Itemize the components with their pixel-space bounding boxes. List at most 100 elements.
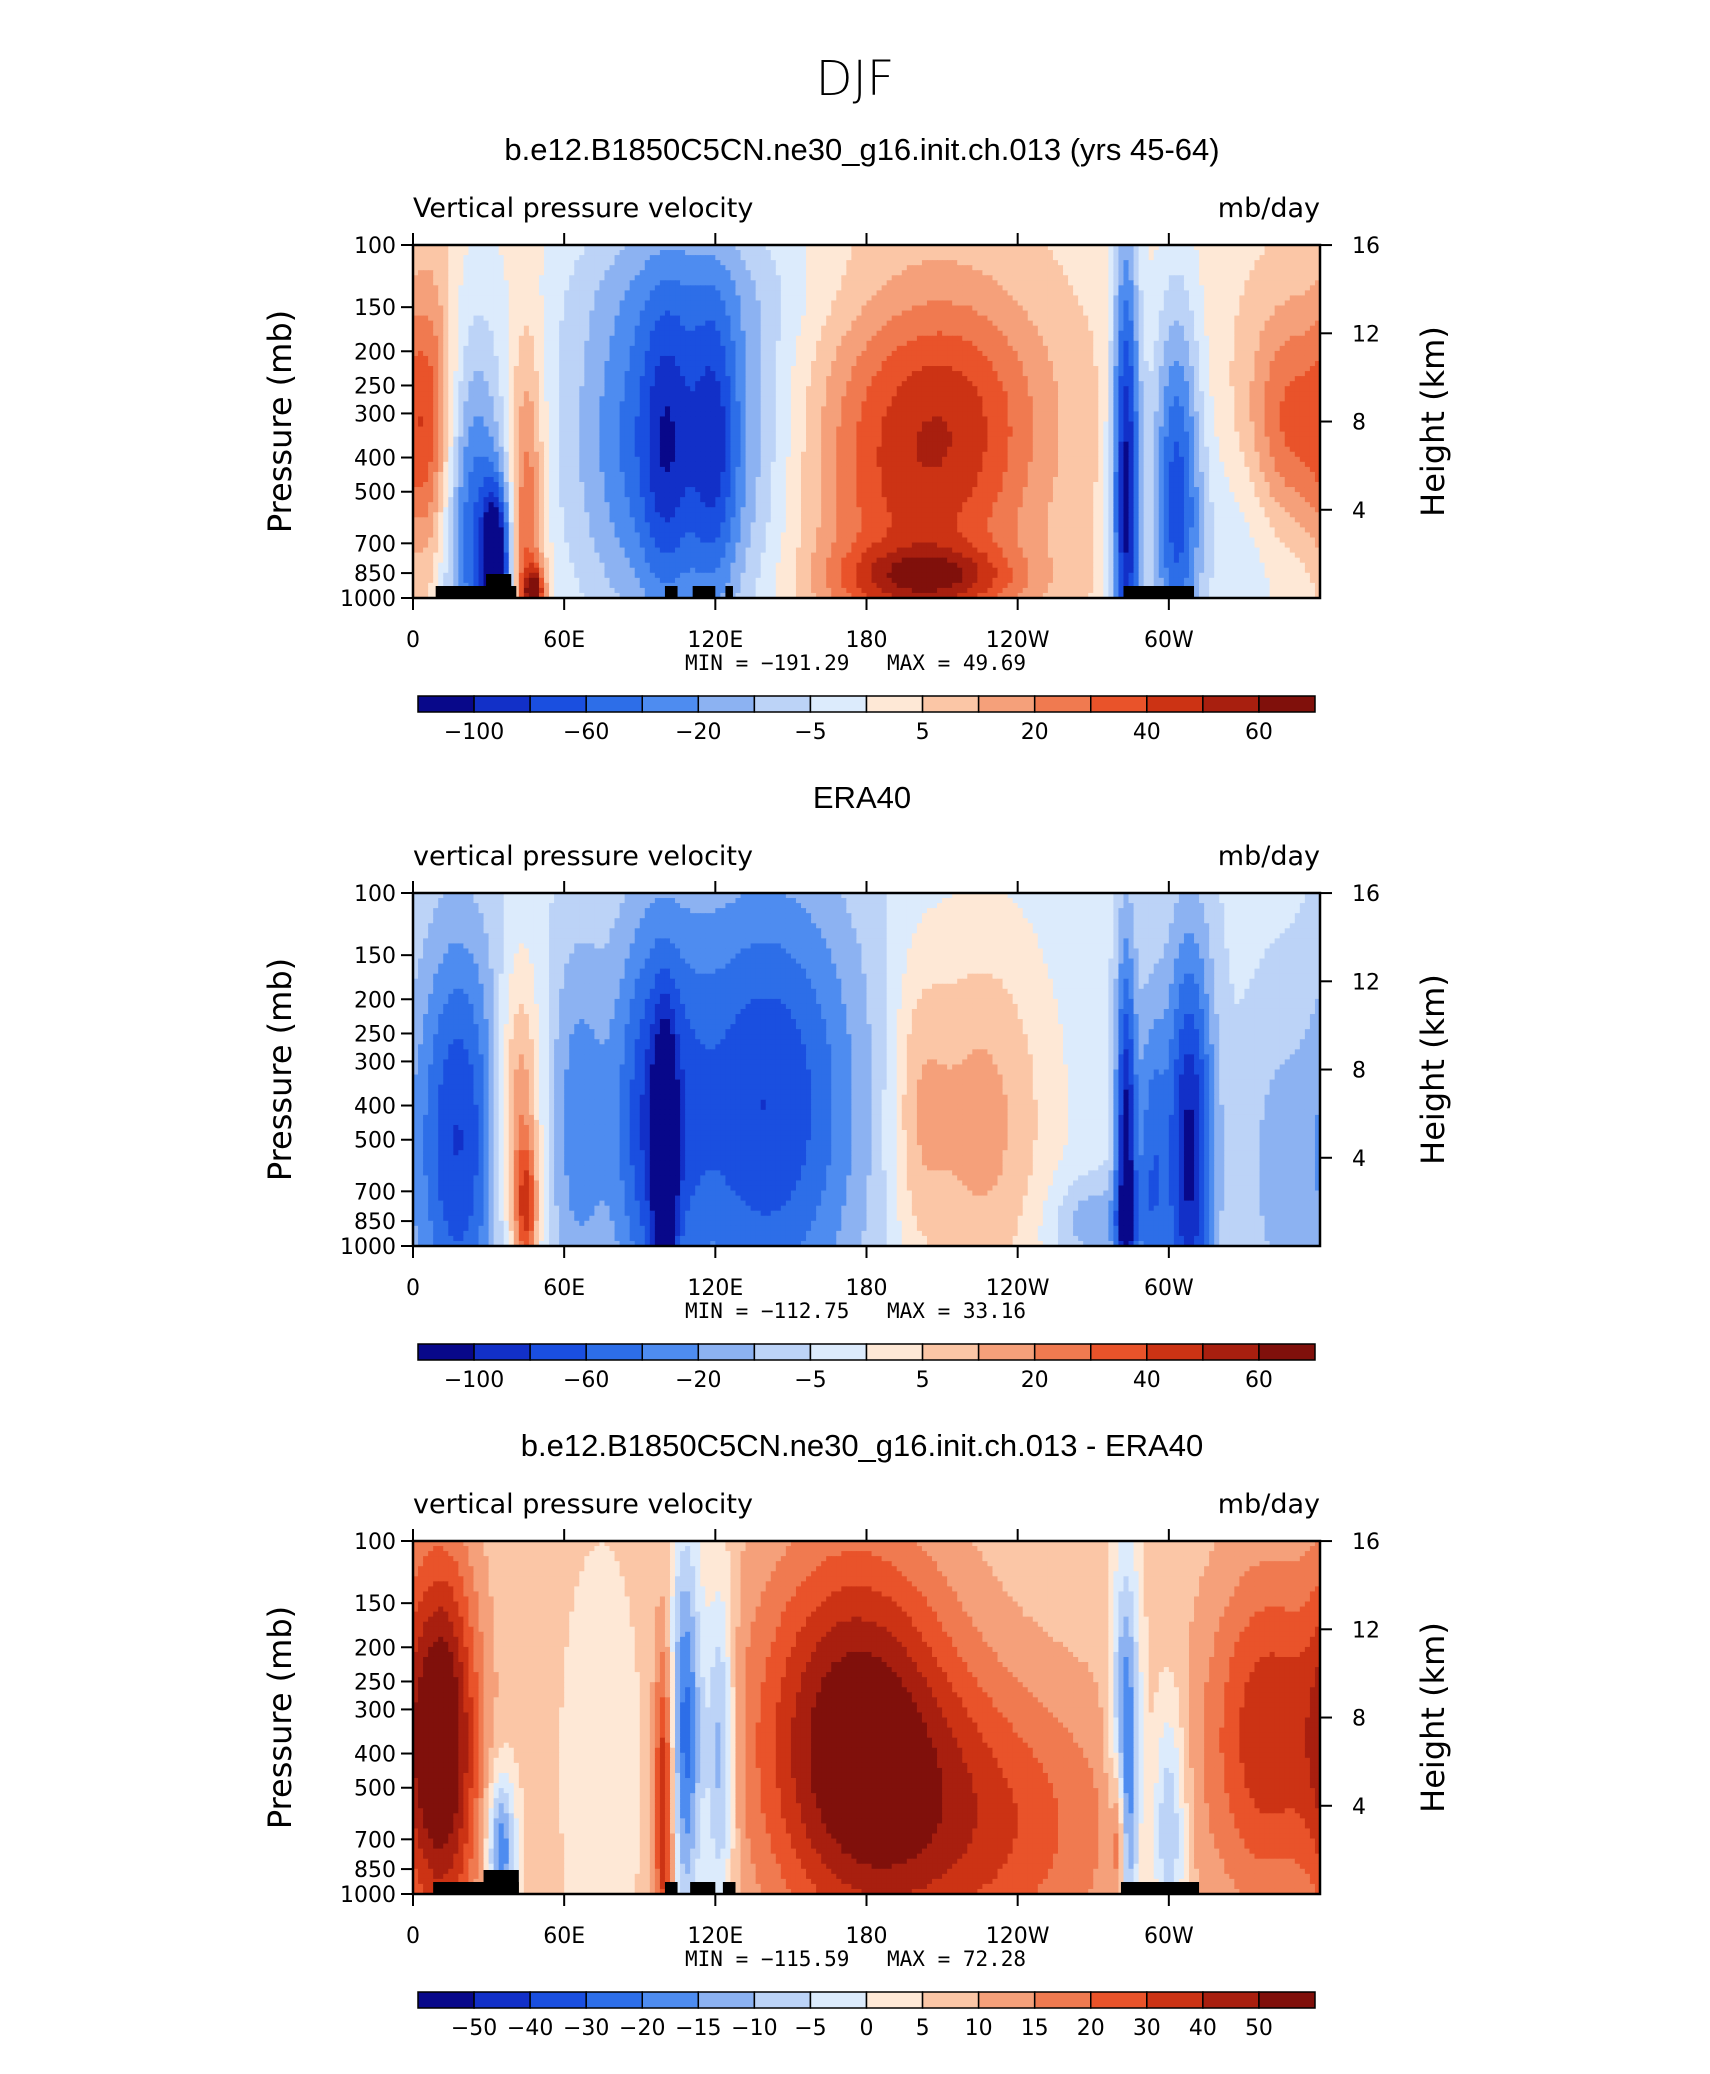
field-cell: [700, 295, 706, 302]
field-cell: [881, 295, 888, 302]
field-cell: [680, 265, 686, 271]
field-cell: [1204, 265, 1210, 271]
field-cell: [483, 345, 490, 352]
field-cell: [1209, 371, 1215, 377]
field-cell: [1234, 366, 1240, 372]
field-cell: [1108, 270, 1115, 276]
field-cell: [468, 265, 475, 271]
field-cell: [856, 305, 863, 312]
field-cell: [1027, 366, 1034, 372]
field-cell: [942, 280, 948, 286]
field-cell: [1103, 376, 1109, 382]
field-cell: [443, 270, 449, 276]
field-cell: [1153, 245, 1160, 251]
field-cell: [1042, 275, 1049, 281]
field-cell: [1093, 355, 1099, 362]
field-cell: [559, 260, 565, 266]
field-cell: [458, 265, 464, 271]
field-cell: [458, 320, 464, 327]
field-cell: [1093, 315, 1099, 322]
field-cell: [1249, 295, 1256, 302]
field-cell: [861, 320, 868, 327]
field-cell: [680, 310, 686, 317]
field-cell: [675, 371, 681, 377]
field-cell: [1254, 376, 1261, 382]
field-cell: [418, 270, 424, 276]
field-cell: [1309, 366, 1316, 372]
field-cell: [695, 255, 701, 261]
field-cell: [700, 366, 706, 372]
field-cell: [594, 275, 601, 281]
field-cell: [1148, 300, 1155, 307]
field-cell: [795, 245, 802, 251]
field-cell: [594, 371, 601, 377]
field-cell: [473, 275, 480, 281]
field-cell: [841, 245, 847, 251]
field-cell: [453, 335, 459, 342]
field-cell: [760, 270, 767, 276]
field-cell: [1294, 250, 1301, 256]
field-cell: [564, 345, 570, 352]
field-cell: [458, 275, 464, 281]
field-cell: [790, 335, 797, 342]
field-cell: [1128, 360, 1135, 367]
field-cell: [1178, 305, 1185, 312]
field-cell: [1113, 275, 1120, 281]
field-cell: [538, 275, 545, 281]
field-cell: [1022, 255, 1029, 261]
field-cell: [1234, 290, 1240, 297]
field-cell: [841, 275, 847, 281]
field-cell: [901, 330, 908, 337]
field-cell: [1057, 315, 1064, 322]
field-cell: [649, 255, 656, 261]
field-cell: [1214, 335, 1220, 342]
field-cell: [584, 366, 590, 372]
field-cell: [644, 245, 651, 251]
field-cell: [574, 270, 580, 276]
field-cell: [594, 300, 601, 307]
field-cell: [488, 310, 495, 317]
field-cell: [493, 270, 500, 276]
field-cell: [916, 255, 923, 261]
field-cell: [594, 355, 601, 362]
field-cell: [962, 345, 968, 352]
field-cell: [1138, 315, 1145, 322]
field-cell: [957, 285, 963, 291]
field-cell: [488, 250, 495, 256]
field-cell: [1299, 300, 1306, 307]
field-cell: [1022, 260, 1029, 266]
field-cell: [770, 290, 777, 297]
field-cell: [448, 285, 454, 291]
field-cell: [634, 300, 641, 307]
field-cell: [1194, 260, 1200, 266]
field-cell: [836, 260, 842, 266]
field-cell: [680, 250, 686, 256]
field-cell: [468, 325, 475, 332]
field-cell: [947, 310, 953, 317]
field-cell: [644, 260, 651, 266]
field-cell: [584, 275, 590, 281]
field-cell: [790, 315, 797, 322]
field-cell: [876, 245, 883, 251]
field-cell: [735, 360, 742, 367]
field-cell: [871, 290, 878, 297]
field-cell: [1183, 295, 1190, 302]
field-cell: [1088, 280, 1094, 286]
field-cell: [574, 315, 580, 322]
field-cell: [720, 275, 727, 281]
field-cell: [785, 355, 792, 362]
field-cell: [1234, 265, 1240, 271]
field-cell: [1073, 255, 1079, 261]
field-cell: [881, 275, 888, 281]
field-cell: [1173, 345, 1180, 352]
field-cell: [614, 371, 621, 377]
field-cell: [1128, 305, 1135, 312]
field-cell: [438, 245, 444, 251]
field-cell: [795, 355, 802, 362]
field-cell: [871, 265, 878, 271]
field-cell: [745, 360, 752, 367]
field-cell: [916, 315, 923, 322]
field-cell: [690, 350, 696, 357]
field-cell: [413, 330, 419, 337]
field-cell: [1224, 366, 1230, 372]
